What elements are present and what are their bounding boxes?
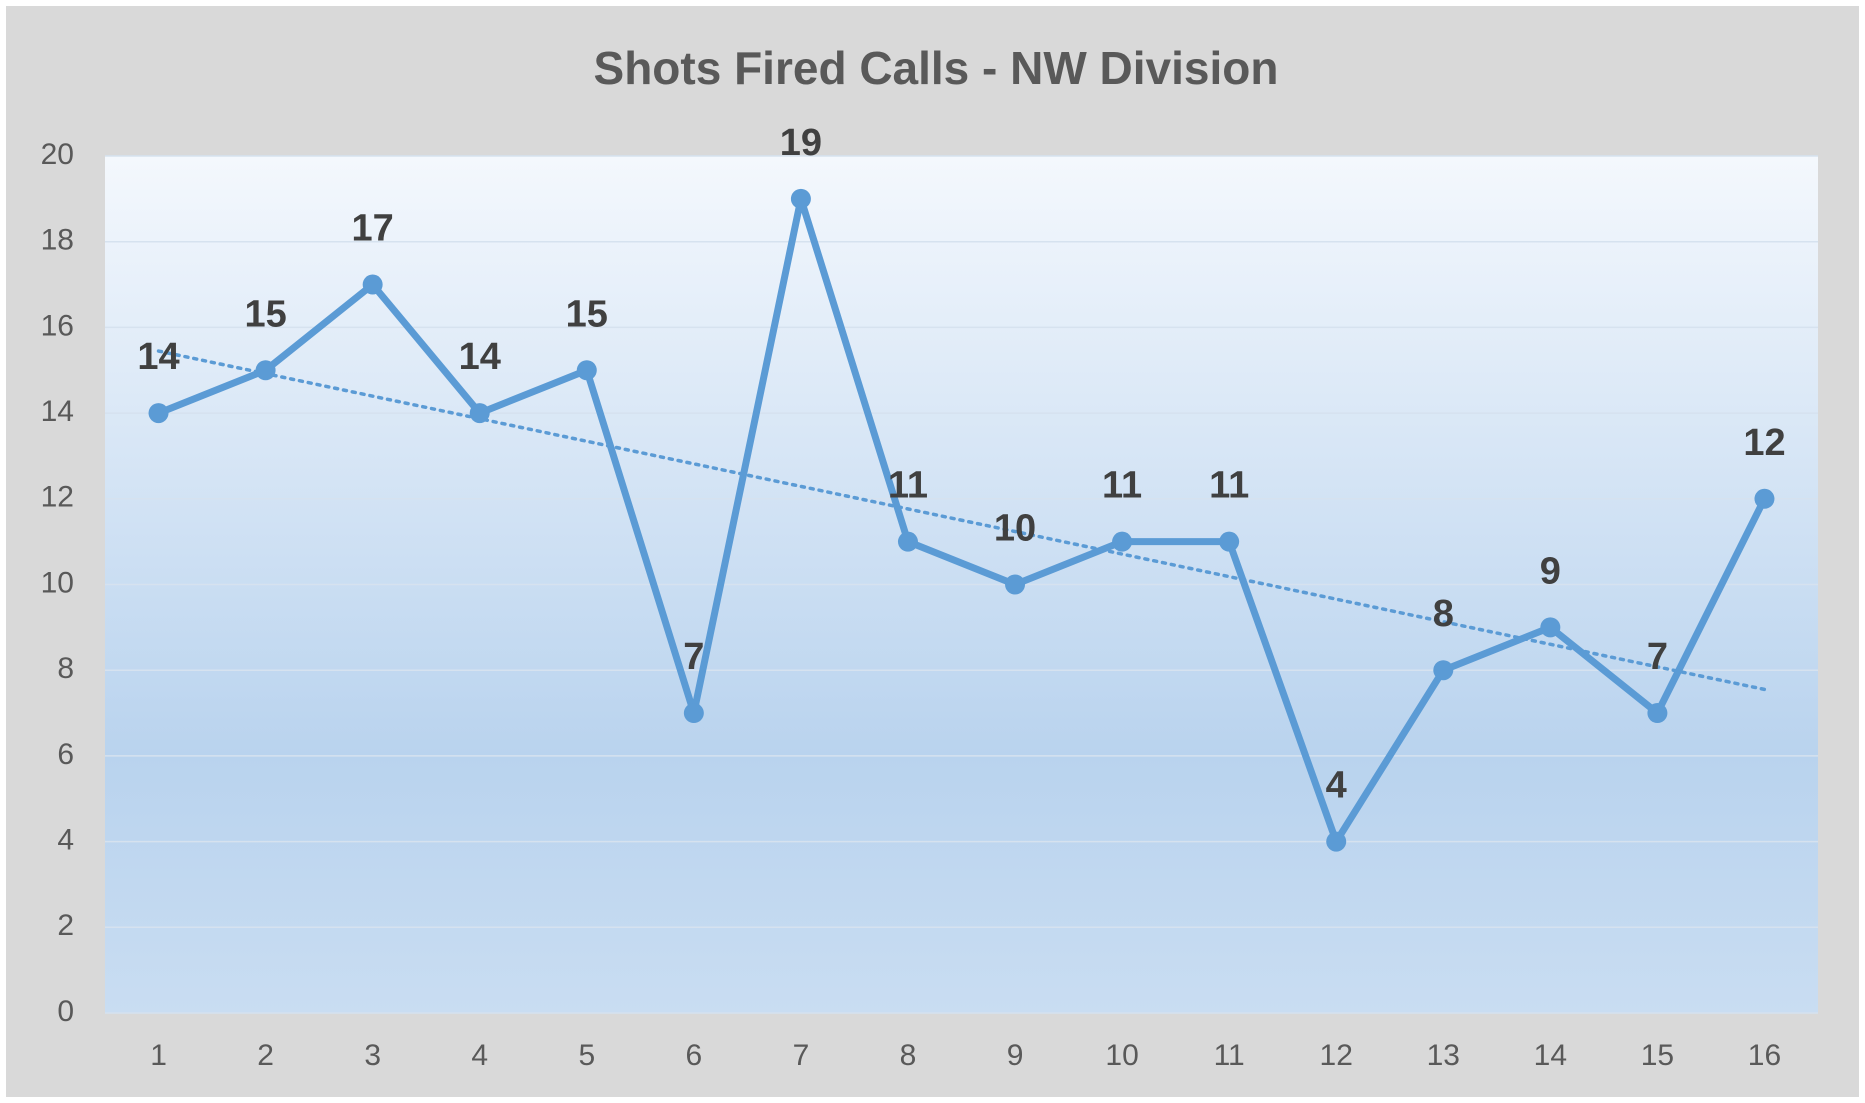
data-label: 15 [566, 293, 608, 335]
x-tick-label: 12 [1320, 1039, 1353, 1072]
data-point [1754, 488, 1775, 509]
y-tick-label: 4 [57, 824, 74, 857]
y-tick-label: 2 [57, 909, 74, 942]
data-point [897, 531, 918, 552]
data-point [148, 403, 169, 424]
data-label: 14 [459, 336, 501, 378]
data-label: 17 [352, 208, 394, 250]
data-point [1005, 574, 1026, 595]
data-label: 11 [888, 465, 928, 507]
data-point [1326, 831, 1347, 852]
data-label: 15 [244, 293, 286, 335]
x-tick-label: 7 [793, 1039, 810, 1072]
data-label: 19 [780, 122, 822, 164]
data-point [683, 703, 704, 724]
data-point [1433, 660, 1454, 681]
data-point [1219, 531, 1240, 552]
x-tick-label: 2 [257, 1039, 274, 1072]
x-tick-label: 4 [471, 1039, 488, 1072]
x-tick-label: 5 [578, 1039, 595, 1072]
x-tick-label: 15 [1641, 1039, 1674, 1072]
x-tick-label: 14 [1534, 1039, 1567, 1072]
data-point [576, 360, 597, 381]
y-tick-label: 6 [57, 738, 74, 771]
x-tick-label: 11 [1214, 1039, 1245, 1072]
data-line [157, 195, 1768, 846]
data-label: 12 [1743, 422, 1785, 464]
data-point [790, 188, 811, 209]
y-tick-label: 18 [41, 224, 74, 257]
data-point [469, 403, 490, 424]
chart-title: Shots Fired Calls - NW Division [594, 42, 1279, 94]
data-point [1647, 703, 1668, 724]
data-point [1540, 617, 1561, 638]
data-label: 14 [137, 336, 179, 378]
data-label: 11 [1102, 465, 1142, 507]
data-label: 7 [1647, 636, 1668, 678]
data-label: 8 [1433, 593, 1454, 635]
data-label: 7 [683, 636, 704, 678]
y-tick-label: 10 [41, 566, 74, 599]
data-label: 10 [994, 508, 1036, 550]
x-tick-label: 6 [686, 1039, 703, 1072]
x-tick-label: 10 [1105, 1039, 1138, 1072]
x-tick-label: 9 [1007, 1039, 1024, 1072]
data-point [362, 274, 383, 295]
data-point [255, 360, 276, 381]
x-tick-label: 13 [1427, 1039, 1460, 1072]
data-label: 9 [1540, 550, 1561, 592]
x-tick-label: 3 [364, 1039, 381, 1072]
data-label: 4 [1326, 765, 1347, 807]
x-tick-label: 16 [1748, 1039, 1781, 1072]
y-tick-label: 12 [41, 481, 74, 514]
x-tick-label: 1 [150, 1039, 167, 1072]
y-tick-label: 0 [57, 995, 74, 1028]
y-tick-label: 8 [57, 652, 74, 685]
data-point [1112, 531, 1133, 552]
x-tick-label: 8 [900, 1039, 917, 1072]
y-tick-label: 14 [41, 395, 74, 428]
trendline [156, 349, 1767, 692]
y-tick-label: 16 [41, 309, 74, 342]
data-label: 11 [1209, 465, 1249, 507]
y-tick-label: 20 [41, 138, 74, 171]
